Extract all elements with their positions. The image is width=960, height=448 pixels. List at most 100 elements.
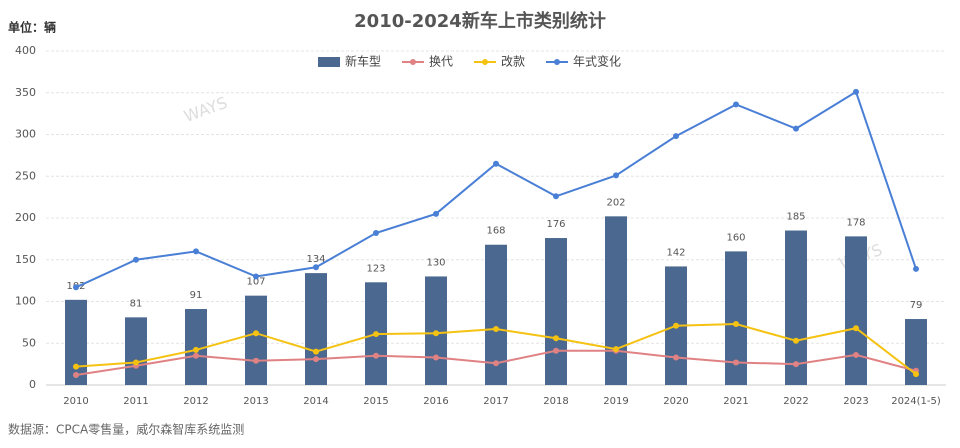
point [553,193,559,200]
y-tick-label: 50 [22,336,36,349]
legend-label: 新车型 [345,54,381,69]
point [433,210,439,217]
legend-label: 改款 [501,55,525,69]
point [793,361,799,368]
bar-label: 91 [190,290,203,301]
point [313,264,319,271]
bar [65,299,87,385]
legend-swatch [482,59,488,65]
bar [305,273,327,385]
y-tick-label: 250 [15,169,36,182]
point [373,230,379,237]
y-tick-label: 150 [15,253,36,266]
point [733,321,739,328]
legend-swatch [410,59,416,65]
point [73,371,79,378]
x-tick-label: 2024(1-5) [891,396,941,407]
x-tick-label: 2010 [63,396,88,407]
bar [485,244,507,385]
point [673,354,679,361]
legend-swatch [554,59,560,65]
point [913,371,919,378]
bar [545,238,567,385]
x-tick-label: 2011 [123,396,148,407]
x-tick-label: 2018 [543,396,568,407]
point [193,352,199,359]
y-tick-label: 400 [15,44,36,57]
x-tick-label: 2016 [423,396,448,407]
watermark: WAYS [181,93,229,126]
bar-label: 160 [726,232,745,243]
y-tick-label: 300 [15,128,36,141]
y-tick-label: 350 [15,86,36,99]
bar [845,236,867,385]
point [73,284,79,291]
point [613,172,619,179]
x-tick-label: 2012 [183,396,208,407]
bar-label: 130 [426,257,445,268]
point [133,359,139,366]
y-tick-label: 200 [15,211,36,224]
bar [125,317,147,385]
x-tick-label: 2020 [663,396,688,407]
bar-label: 107 [246,277,265,288]
bar-label: 176 [546,219,565,230]
point [433,354,439,361]
point [553,335,559,342]
point [253,357,259,364]
point [493,326,499,333]
point [853,351,859,358]
bar-label: 123 [366,263,385,274]
x-tick-label: 2015 [363,396,388,407]
bar-label: 81 [130,298,143,309]
bar-label: 168 [486,226,505,237]
point [433,330,439,337]
point [133,256,139,263]
point [253,273,259,280]
legend-label: 换代 [429,55,453,69]
point [793,125,799,132]
point [853,88,859,95]
point [673,322,679,329]
chart-title: 2010-2024新车上市类别统计 [354,10,606,32]
point [73,363,79,370]
point [313,348,319,355]
point [493,160,499,167]
point [733,101,739,108]
bar-label: 142 [666,247,685,258]
x-tick-label: 2017 [483,396,508,407]
point [553,347,559,354]
x-tick-label: 2013 [243,396,268,407]
x-tick-label: 2022 [783,396,808,407]
bar-label: 134 [306,254,325,265]
bar [245,295,267,385]
point [853,325,859,332]
point [493,360,499,367]
point [613,346,619,353]
x-tick-label: 2021 [723,396,748,407]
bar [785,230,807,385]
x-tick-label: 2023 [843,396,868,407]
point [193,248,199,255]
bar [605,216,627,385]
x-tick-label: 2019 [603,396,628,407]
bar-label: 185 [786,212,805,223]
bar-label: 79 [910,300,923,311]
legend-swatch [318,57,340,67]
point [373,331,379,338]
point [673,133,679,140]
bar-label: 202 [606,197,625,208]
point [313,356,319,363]
unit-label: 单位：辆 [8,20,56,35]
point [733,359,739,366]
point [913,265,919,272]
legend-label: 年式变化 [573,54,621,69]
bar [725,251,747,385]
y-tick-label: 0 [29,378,36,391]
point [193,346,199,353]
y-tick-label: 100 [15,295,36,308]
x-tick-label: 2014 [303,396,328,407]
point [253,330,259,337]
point [373,352,379,359]
